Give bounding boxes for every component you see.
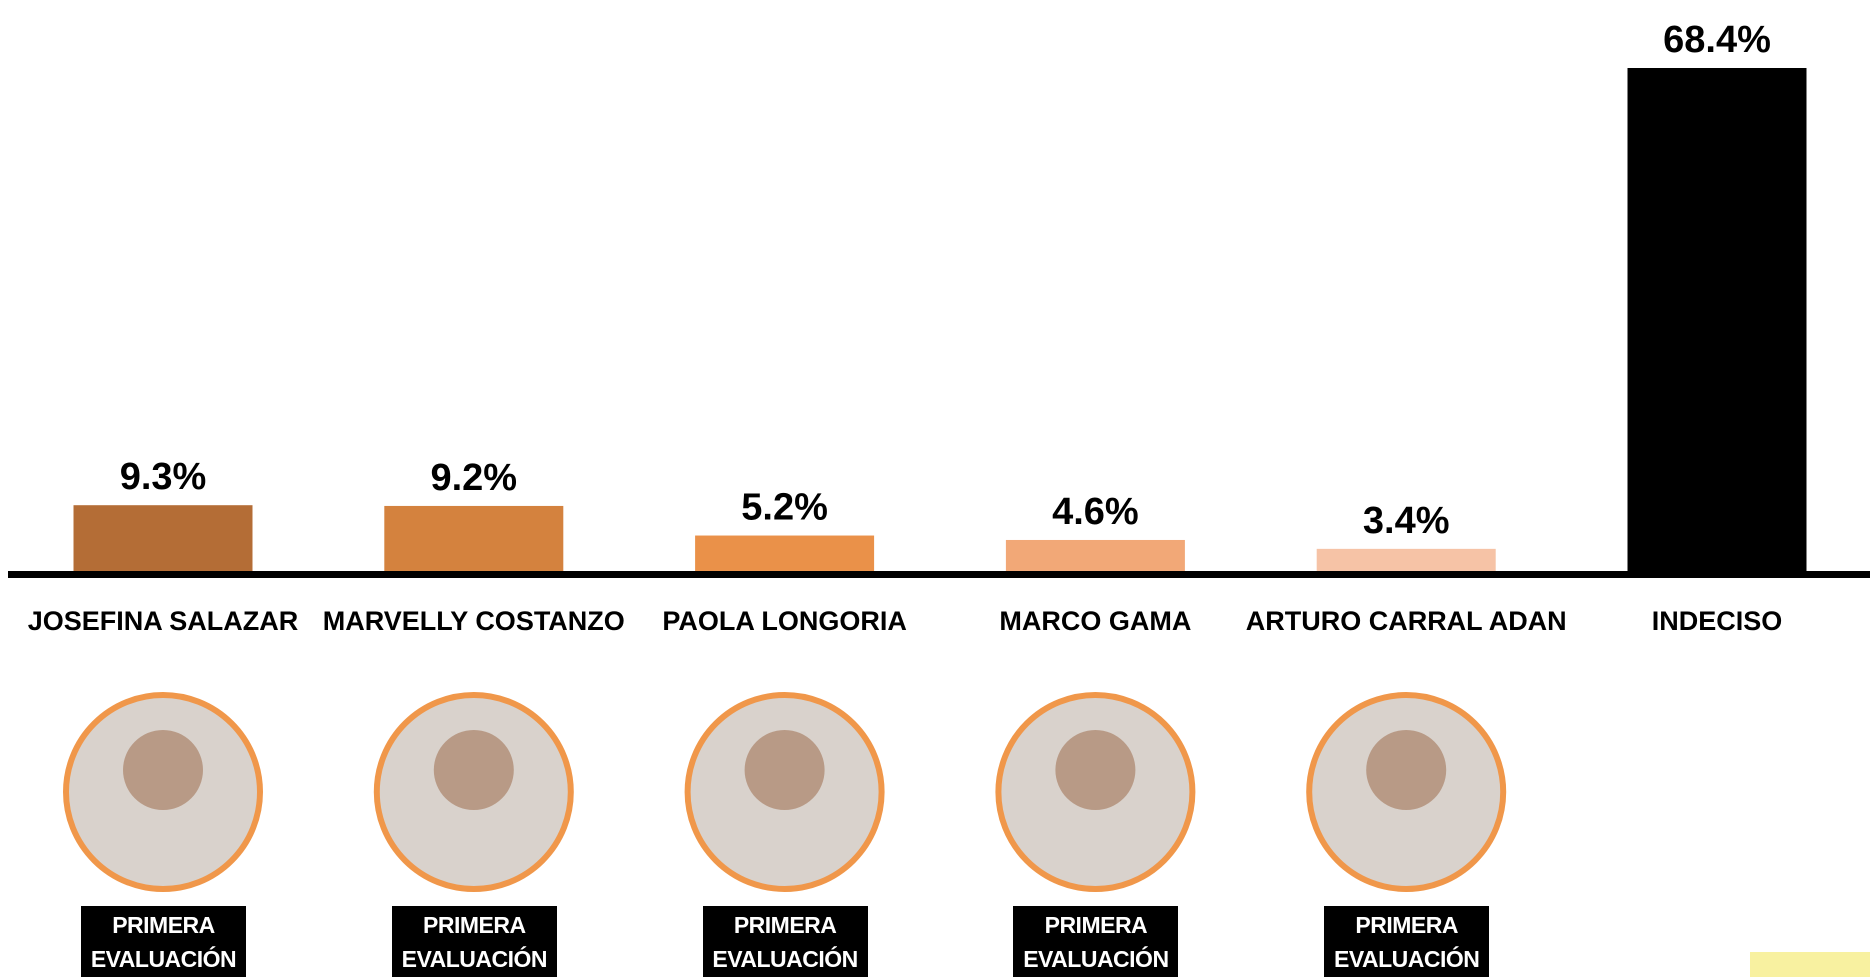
badge: PRIMERA EVALUACIÓN [81, 906, 246, 977]
bar [695, 535, 875, 574]
value-label: 4.6% [1052, 491, 1139, 533]
value-label: 68.4% [1663, 19, 1771, 61]
category-label: PAOLA LONGORIA [662, 606, 907, 636]
photo-head [123, 730, 203, 810]
photo-head [1366, 730, 1447, 810]
category-label: JOSEFINA SALAZAR [28, 606, 299, 636]
baseline [8, 571, 1870, 578]
badge: PRIMERA EVALUACIÓN [391, 906, 557, 977]
badge: PRIMERA EVALUACIÓN [1324, 906, 1490, 977]
category-label: INDECISO [1652, 606, 1783, 636]
category-label: MARCO GAMA [999, 606, 1191, 636]
badge: PRIMERA EVALUACIÓN [1013, 906, 1179, 977]
bar [1316, 548, 1496, 574]
photo-head [744, 730, 825, 810]
badge: PRIMERA EVALUACIÓN [702, 906, 868, 977]
value-label: 3.4% [1363, 500, 1450, 542]
bar [1005, 539, 1185, 574]
value-label: 9.2% [430, 457, 517, 499]
value-label: 5.2% [741, 487, 828, 529]
decoration [1750, 952, 1870, 977]
category-label: MARVELLY COSTANZO [323, 606, 625, 636]
bar [1627, 68, 1807, 574]
photo-head [433, 730, 514, 810]
value-label: 9.3% [120, 456, 207, 498]
category-label: ARTURO CARRAL ADAN [1246, 606, 1567, 636]
bar [384, 505, 564, 574]
bar [73, 505, 253, 574]
photo-head [1055, 730, 1136, 810]
